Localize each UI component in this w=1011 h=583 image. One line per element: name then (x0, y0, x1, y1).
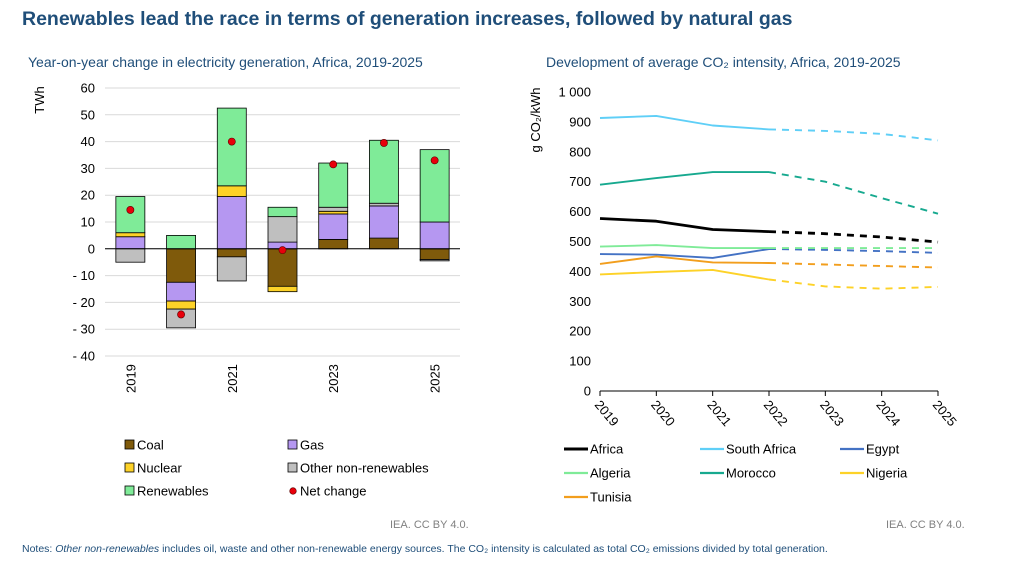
y-tick-label: 10 (81, 215, 95, 230)
y-tick-label: 50 (81, 107, 95, 122)
y-tick-label: 600 (569, 204, 591, 219)
line-tunisia-historical (599, 255, 770, 265)
x-tick-label: 2023 (326, 364, 341, 393)
right-chart-title: Development of average CO₂ intensity, Af… (546, 54, 901, 70)
bar-renewables-2024 (369, 139, 399, 204)
legend-swatch-nuclear (124, 462, 135, 473)
line-south-africa-forecast (768, 128, 939, 142)
y-tick-label: 0 (584, 384, 591, 399)
legend-swatch-coal (124, 439, 135, 450)
x-tick-label: 2019 (123, 364, 138, 393)
line-south-africa-historical (599, 114, 770, 131)
notes-text: includes oil, waste and other non-renewa… (159, 543, 828, 555)
line-algeria-historical (599, 244, 769, 250)
net-change-marker-2021 (227, 137, 236, 146)
y-tick-label: - 10 (73, 268, 95, 283)
x-tick-label: 2022 (761, 397, 791, 429)
bar-renewables-2023 (318, 162, 349, 208)
notes-prefix: Notes: (22, 543, 56, 555)
line-egypt-historical (599, 248, 770, 259)
bar-renewables-2021 (216, 107, 247, 187)
legend-marker-net-change (289, 487, 297, 495)
y-tick-label: 700 (569, 174, 591, 189)
x-tick-label: 2025 (930, 397, 960, 429)
line-nigeria-historical (599, 268, 770, 281)
bar-nuclear-2022 (267, 285, 298, 293)
line-egypt-forecast (768, 248, 939, 254)
bar-coal-2022 (267, 248, 298, 287)
y-tick-label: 400 (569, 264, 591, 279)
legend-label-south-africa: South Africa (726, 442, 797, 457)
x-tick-label: 2024 (873, 397, 903, 429)
bar-renewables-2025 (419, 149, 450, 223)
legend-label-coal: Coal (137, 438, 164, 453)
legend-swatch-renewables (124, 485, 135, 496)
net-change-marker-2022 (278, 246, 287, 255)
x-tick-label: 2023 (817, 397, 847, 429)
legend-label-gas: Gas (300, 438, 324, 453)
bar-gas-2021 (216, 196, 247, 250)
line-africa-forecast (768, 230, 939, 244)
y-tick-label: 800 (569, 144, 591, 159)
legend-label-africa: Africa (590, 442, 624, 457)
y-tick-label: 60 (81, 81, 95, 96)
line-tunisia-forecast (768, 262, 939, 269)
y-axis-label: g CO₂/kWh (528, 88, 543, 153)
legend-label-tunisia: Tunisia (590, 490, 632, 505)
line-africa-historical (599, 217, 770, 233)
y-tick-label: 300 (569, 294, 591, 309)
net-change-marker-2024 (380, 139, 388, 147)
notes: Notes: Other non-renewables includes oil… (22, 543, 828, 555)
y-tick-label: 500 (569, 234, 591, 249)
bar-other-non-renewables-2022 (267, 216, 298, 243)
legend-label-morocco: Morocco (726, 466, 776, 481)
x-tick-label: 2021 (704, 397, 734, 429)
y-tick-label: - 30 (73, 322, 95, 337)
legend-label-net-change: Net change (300, 484, 367, 499)
y-tick-label: - 20 (73, 295, 95, 310)
notes-term: Other non-renewables (55, 543, 160, 555)
legend-swatch-other-non-renewables (287, 462, 298, 473)
y-tick-label: 20 (81, 188, 95, 203)
line-nigeria-forecast (768, 278, 939, 290)
left-credit: IEA. CC BY 4.0. (390, 519, 469, 531)
net-change-marker-2025 (430, 156, 439, 165)
legend-label-nigeria: Nigeria (866, 466, 908, 481)
bar-other-non-renewables-2025 (419, 259, 450, 262)
bar-renewables-2019 (115, 196, 146, 234)
generation-change-chart: 60 50 40 30 20 10 0 - 10 - 20 - 30 - 40 TWh 2019 2021… (32, 81, 460, 499)
legend-label-other-non-renewables: Other non-renewables (300, 461, 429, 476)
bar-other-non-renewables-2021 (216, 256, 247, 282)
line-morocco-forecast (768, 171, 939, 215)
x-tick-label: 2025 (428, 364, 443, 393)
net-change-marker-2019 (126, 206, 135, 214)
bar-other-non-renewables-2020 (166, 308, 196, 329)
bar-renewables-2022 (267, 206, 298, 218)
x-tick-label: 2020 (648, 397, 678, 429)
right-credit: IEA. CC BY 4.0. (886, 519, 965, 531)
y-tick-label: 0 (88, 241, 95, 256)
legend-label-egypt: Egypt (866, 442, 900, 457)
y-tick-label: 200 (569, 324, 591, 339)
y-axis-label: TWh (32, 86, 47, 113)
y-tick-label: 1 000 (558, 85, 591, 100)
y-tick-label: 30 (81, 161, 95, 176)
legend-label-nuclear: Nuclear (137, 461, 182, 476)
net-change-marker-2023 (329, 160, 338, 169)
legend-label-algeria: Algeria (590, 466, 631, 481)
bar-gas-2023 (318, 213, 349, 240)
net-change-marker-2020 (177, 310, 185, 319)
y-tick-label: 900 (569, 114, 591, 129)
legend-label-renewables: Renewables (137, 484, 209, 499)
line-morocco-historical (599, 171, 769, 186)
y-tick-label: - 40 (73, 349, 95, 364)
legend-swatch-gas (287, 439, 298, 450)
y-tick-label: 100 (569, 354, 591, 369)
y-tick-label: 40 (81, 134, 95, 149)
x-tick-label: 2019 (592, 397, 622, 429)
x-tick-label: 2021 (225, 364, 240, 393)
left-chart-title: Year-on-year change in electricity gener… (28, 54, 423, 70)
page-title: Renewables lead the race in terms of gen… (22, 8, 793, 30)
